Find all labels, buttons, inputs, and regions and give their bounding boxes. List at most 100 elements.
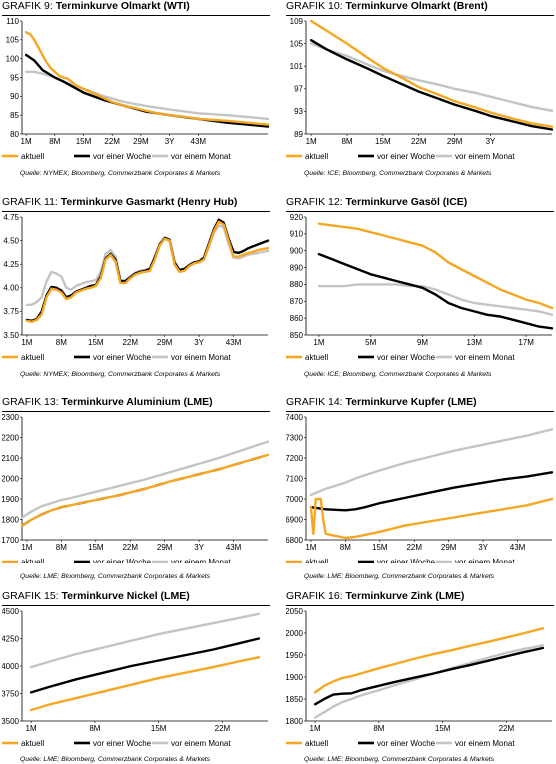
y-tick-label: 14500: [2, 607, 20, 616]
legend-label-vor-einer-woche: vor einer Woche: [93, 353, 152, 362]
series-line-aktuell: [309, 19, 554, 128]
y-tick-label: 900: [290, 247, 304, 256]
x-tick-label: 22M: [104, 137, 120, 146]
series-line-aktuell: [24, 31, 270, 126]
y-tick-label: 870: [290, 297, 304, 306]
x-tick-label: 1M: [306, 137, 317, 146]
source-note: Quelle: LME; Bloomberg, Commerzbank Corp…: [304, 573, 495, 580]
chart-title: GRAFIK 14: Terminkurve Kupfer (LME): [286, 396, 554, 412]
y-tick-label: 85: [10, 111, 19, 120]
y-tick-label: 2000: [286, 629, 304, 638]
series-line-vor-einer-woche: [309, 39, 554, 131]
y-tick-label: 890: [290, 263, 304, 272]
legend-label-vor-einem-monat: vor einem Monat: [171, 739, 231, 748]
series-line-vor-einem-monat: [29, 612, 261, 669]
x-tick-label: 22M: [406, 543, 422, 552]
y-tick-label: 105: [290, 39, 304, 48]
x-tick-label: 43M: [226, 338, 242, 347]
y-tick-label: 7000: [286, 495, 304, 504]
chart-svg: 6800 6900 7000 7100 7200 7300 7400 1M 8M 15M 22M 29…: [286, 413, 554, 563]
x-tick-label: 17M: [518, 338, 534, 347]
x-tick-label: 15M: [372, 543, 388, 552]
y-tick-label: 1950: [286, 651, 304, 660]
y-tick-label: 6900: [286, 515, 304, 524]
x-tick-label: 3Y: [486, 137, 496, 146]
x-tick-label: 15M: [76, 137, 92, 146]
x-tick-label: 8M: [341, 137, 352, 146]
legend-label-vor-einem-monat: vor einem Monat: [171, 152, 231, 161]
legend-label-vor-einer-woche: vor einer Woche: [93, 152, 152, 161]
chart-title: GRAFIK 12: Terminkurve Gasöl (ICE): [286, 196, 554, 212]
y-tick-label: 109: [290, 17, 304, 26]
legend-label-vor-einer-woche: vor einer Woche: [377, 558, 436, 563]
y-tick-label: 4.25: [3, 260, 19, 269]
series-line-vor-einer-woche: [313, 646, 545, 706]
x-tick-label: 5M: [365, 338, 376, 347]
y-tick-label: 2300: [2, 413, 20, 422]
y-tick-label: 2000: [2, 474, 20, 483]
x-tick-label: 1M: [21, 543, 32, 552]
source-note: Quelle: ICE; Bloomberg, Commerzbank Corp…: [304, 371, 492, 378]
series-line-aktuell: [25, 220, 270, 324]
x-tick-label: 15M: [435, 724, 451, 733]
y-tick-label: 90: [10, 92, 19, 101]
x-tick-label: 3Y: [478, 543, 488, 552]
x-tick-label: 3Y: [194, 338, 204, 347]
y-tick-label: 2050: [286, 607, 304, 616]
series-line-aktuell: [29, 656, 261, 712]
source-note: Quelle: LME; Bloomberg, Commerzbank Corp…: [20, 756, 211, 763]
y-tick-label: 7200: [286, 454, 304, 463]
x-tick-label: 22M: [499, 724, 515, 733]
legend-label-vor-einem-monat: vor einem Monat: [171, 558, 231, 563]
series-line-aktuell: [20, 453, 270, 527]
x-tick-label: 43M: [226, 543, 242, 552]
y-tick-label: 97: [294, 85, 303, 94]
legend-label-vor-einem-monat: vor einem Monat: [455, 353, 515, 362]
y-tick-label: 920: [290, 213, 304, 222]
x-tick-label: 8M: [340, 543, 351, 552]
legend-label-aktuell: aktuell: [21, 152, 44, 161]
series-line-vor-einem-monat: [309, 42, 554, 113]
y-tick-label: 13750: [2, 689, 20, 698]
legend-label-vor-einer-woche: vor einer Woche: [377, 353, 436, 362]
series-line-aktuell: [313, 627, 545, 694]
source-note: Quelle: ICE; Bloomberg, Commerzbank Corp…: [304, 170, 492, 177]
legend-label-aktuell: aktuell: [21, 739, 44, 748]
y-tick-label: 1800: [286, 717, 304, 726]
legend-label-aktuell: aktuell: [21, 558, 44, 563]
y-tick-label: 4.00: [3, 284, 19, 293]
y-tick-label: 93: [294, 107, 303, 116]
y-tick-label: 2200: [2, 433, 20, 442]
y-tick-label: 7100: [286, 474, 304, 483]
legend-label-aktuell: aktuell: [305, 353, 328, 362]
x-tick-label: 3Y: [194, 543, 204, 552]
series-line-vor-einem-monat: [20, 440, 270, 519]
y-tick-label: 101: [290, 62, 304, 71]
legend-label-vor-einer-woche: vor einer Woche: [93, 558, 152, 563]
legend-label-vor-einer-woche: vor einer Woche: [93, 739, 152, 748]
legend-label-aktuell: aktuell: [305, 739, 328, 748]
series-line-aktuell: [317, 222, 554, 310]
y-tick-label: 7300: [286, 433, 304, 442]
x-tick-label: 29M: [157, 543, 173, 552]
y-tick-label: 1900: [286, 673, 304, 682]
y-tick-label: 860: [290, 314, 304, 323]
y-tick-label: 3.75: [3, 307, 19, 316]
x-tick-label: 1M: [310, 724, 321, 733]
x-tick-label: 29M: [157, 338, 173, 347]
chart-title: GRAFIK 10: Terminkurve Olmarkt (Brent): [286, 0, 554, 16]
x-tick-label: 1M: [26, 724, 37, 733]
x-tick-label: 43M: [191, 137, 207, 146]
y-tick-label: 1700: [2, 536, 20, 545]
y-tick-label: 13500: [2, 717, 20, 726]
chart-title: GRAFIK 9: Terminkurve Olmarkt (WTI): [2, 0, 270, 16]
chart-title: GRAFIK 16: Terminkurve Zink (LME): [286, 590, 554, 606]
y-tick-label: 850: [290, 331, 304, 340]
x-tick-label: 22M: [411, 137, 427, 146]
x-tick-label: 43M: [510, 543, 526, 552]
chart-svg: 13500 13750 14000 14250 14500 1M 8M 15M 22M aktue…: [2, 607, 268, 748]
x-tick-label: 29M: [441, 543, 457, 552]
x-tick-label: 22M: [215, 724, 231, 733]
y-tick-label: 1900: [2, 495, 20, 504]
chart-title: GRAFIK 11: Terminkurve Gasmarkt (Henry H…: [2, 196, 270, 212]
